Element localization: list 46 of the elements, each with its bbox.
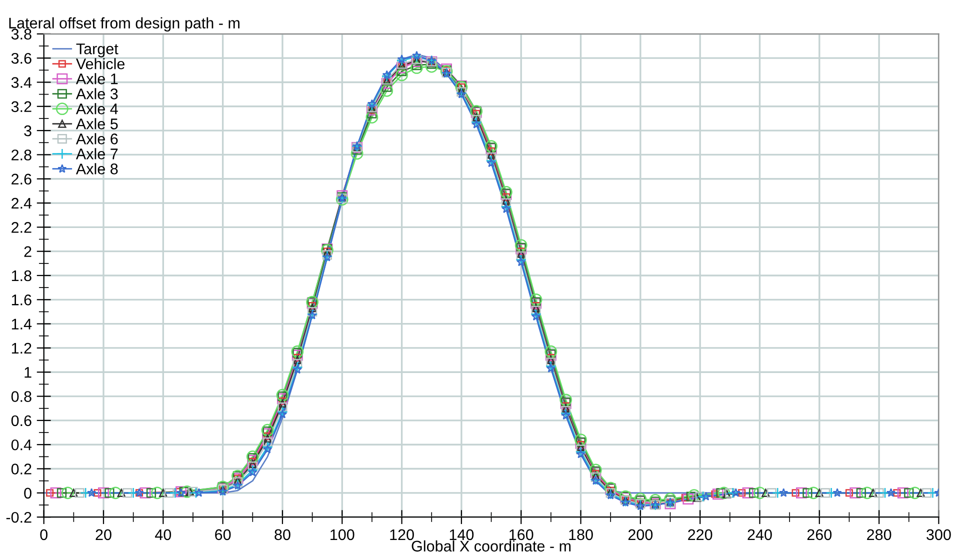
x-tick-label: 260 bbox=[807, 529, 832, 540]
x-axis-title: Global X coordinate - m bbox=[412, 540, 571, 552]
legend-label: Axle 8 bbox=[76, 163, 118, 174]
x-tick-label: 60 bbox=[215, 529, 231, 540]
y-tick-label: 0.8 bbox=[11, 391, 32, 402]
x-tick-label: 160 bbox=[510, 529, 534, 540]
legend-label: Axle 7 bbox=[76, 148, 118, 160]
y-tick-label: 3.4 bbox=[11, 77, 32, 88]
y-tick-label: 2 bbox=[24, 246, 32, 257]
y-tick-label: 0.4 bbox=[11, 439, 32, 450]
legend-label: Target bbox=[76, 44, 118, 58]
y-tick-label: 0.2 bbox=[11, 464, 32, 474]
legend-label: Axle 4 bbox=[76, 103, 118, 114]
x-tick-label: 300 bbox=[926, 529, 951, 540]
y-tick-label: 1.6 bbox=[12, 294, 32, 306]
y-tick-label: 3.2 bbox=[11, 101, 32, 112]
y-tick-label: 1.2 bbox=[12, 342, 32, 354]
y-tick-label: 1.4 bbox=[12, 318, 32, 330]
x-tick-label: 200 bbox=[628, 529, 653, 540]
y-tick-label: 2.6 bbox=[12, 174, 32, 185]
y-tick-label: 0.6 bbox=[11, 415, 32, 426]
legend-label: Vehicle bbox=[76, 58, 125, 70]
x-tick-label: 20 bbox=[96, 529, 112, 540]
x-tick-label: 100 bbox=[330, 529, 354, 540]
y-tick-label: 1.8 bbox=[12, 270, 32, 282]
x-tick-label: 140 bbox=[450, 529, 474, 540]
x-tick-label: 220 bbox=[688, 529, 712, 540]
x-tick-label: 120 bbox=[390, 529, 414, 540]
legend-label: Axle 5 bbox=[76, 118, 118, 130]
y-tick-label: 2.8 bbox=[12, 150, 32, 160]
y-tick-label: -0.2 bbox=[6, 512, 32, 523]
y-tick-label: 2.2 bbox=[12, 222, 32, 233]
legend-label: Axle 3 bbox=[76, 88, 118, 100]
x-tick-label: 180 bbox=[569, 529, 593, 540]
y-tick-label: 0 bbox=[24, 488, 32, 499]
y-tick-label: 2.4 bbox=[12, 198, 32, 209]
y-tick-label: 3 bbox=[24, 125, 32, 136]
x-tick-label: 0 bbox=[40, 529, 48, 540]
legend-label: Axle 6 bbox=[76, 133, 118, 144]
x-tick-label: 80 bbox=[274, 529, 290, 540]
legend-label: Axle 1 bbox=[76, 73, 118, 84]
x-tick-label: 280 bbox=[867, 529, 892, 540]
x-tick-label: 40 bbox=[155, 529, 172, 540]
y-tick-label: 1 bbox=[24, 367, 32, 378]
x-tick-label: 240 bbox=[748, 529, 772, 540]
y-tick-label: 3.6 bbox=[11, 52, 32, 64]
